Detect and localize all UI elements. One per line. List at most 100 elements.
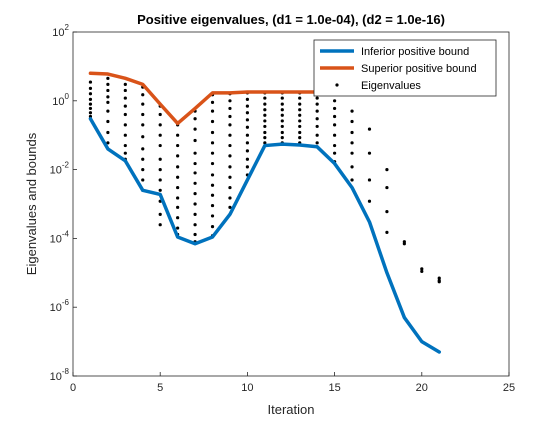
eigenvalue-point [106, 76, 110, 80]
eigenvalue-point [210, 100, 215, 104]
inferior-positive-bound-line [88, 117, 441, 354]
x-tick-label: 5 [157, 382, 163, 394]
eigenvalue-point [141, 93, 145, 97]
eigenvalue-point [210, 214, 215, 218]
eigenvalue-point [176, 154, 180, 158]
plot-frame [72, 31, 510, 377]
eigenvalue-point [176, 196, 180, 200]
eigenvalue-point [315, 133, 319, 137]
eigenvalue-point [263, 124, 267, 129]
eigenvalue-point [437, 276, 441, 280]
eigenvalue-point [315, 109, 319, 113]
eigenvalue-point [228, 185, 232, 190]
eigenvalue-point [350, 165, 354, 169]
x-axis-label: Iteration [268, 402, 315, 417]
y-tick-exponent: -8 [62, 367, 70, 376]
eigenvalue-point [350, 141, 354, 145]
eigenvalue-point [193, 117, 197, 121]
eigenvalue-point [315, 96, 319, 100]
eigenvalue-point [176, 143, 180, 148]
eigenvalue-point [298, 96, 302, 100]
eigenvalue-point [263, 96, 267, 100]
eigenvalue-point [263, 130, 267, 135]
eigenvalue-point [245, 111, 249, 115]
eigenvalue-point [123, 123, 127, 127]
eigenvalue-point [88, 86, 93, 90]
eigenvalue-point [193, 212, 197, 216]
eigenvalue-point [315, 117, 319, 121]
eigenvalue-point [245, 125, 249, 129]
eigenvalue-point [141, 178, 145, 182]
eigenvalue-point [141, 112, 145, 117]
y-tick-base: 10 [50, 165, 62, 177]
eigenvalue-point [141, 157, 145, 161]
eigenvalue-point [106, 130, 110, 135]
eigenvalue-point [420, 269, 424, 273]
eigenvalue-point [210, 151, 215, 155]
eigenvalue-point [106, 109, 110, 113]
y-tick-base: 10 [50, 302, 62, 314]
eigenvalue-point [245, 141, 249, 145]
eigenvalue-point [245, 104, 249, 108]
legend: Inferior positive bound Superior positive… [313, 39, 497, 97]
superior-positive-bound-line [88, 71, 319, 126]
eigenvalue-point [402, 242, 406, 246]
eigenvalue-point [228, 143, 232, 148]
eigenvalue-point [158, 157, 162, 161]
eigenvalue-point [280, 119, 284, 123]
y-tick-base: 10 [52, 27, 64, 39]
eigenvalue-point [123, 88, 127, 93]
eigenvalue-point [210, 225, 215, 229]
eigenvalue-point [315, 124, 319, 129]
eigenvalue-point [193, 223, 197, 227]
y-tick-exponent: -4 [62, 229, 70, 238]
eigenvalue-point [298, 136, 302, 140]
eigenvalue-point [210, 141, 215, 145]
eigenvalue-point [193, 171, 197, 175]
eigenvalue-point [280, 108, 284, 112]
eigenvalue-point [210, 173, 215, 177]
eigenvalue-point [385, 168, 389, 172]
eigenvalue-point [350, 178, 354, 182]
eigenvalue-point [280, 113, 284, 117]
eigenvalue-point [123, 96, 127, 100]
eigenvalue-point [158, 223, 162, 227]
eigenvalue-point [350, 151, 354, 155]
eigenvalue-point [88, 80, 93, 84]
eigenvalue-point [158, 143, 162, 148]
eigenvalue-point [245, 165, 249, 169]
eigenvalue-point [123, 151, 127, 155]
eigenvalue-point [333, 151, 337, 155]
y-tick-base: 10 [50, 233, 62, 245]
eigenvalue-point [123, 82, 127, 86]
eigenvalue-point [158, 212, 162, 216]
eigenvalue-point [333, 99, 337, 103]
y-tick-label: 10-6 [50, 298, 70, 314]
eigenvalue-point [245, 97, 249, 101]
eigenvalue-point [367, 151, 372, 155]
eigenvalue-point [280, 136, 284, 140]
eigenvalue-point [88, 97, 93, 101]
y-tick-label: 102 [52, 23, 69, 39]
eigenvalue-point [141, 147, 145, 151]
eigenvalue-point [123, 143, 127, 148]
eigenvalue-point [367, 127, 372, 131]
y-tick-label: 10-8 [50, 367, 70, 383]
eigenvalue-point [228, 175, 232, 179]
eigenvalue-point [106, 119, 110, 124]
eigenvalue-point [88, 102, 93, 106]
eigenvalue-point [158, 112, 162, 117]
eigenvalue-point [420, 267, 424, 271]
x-tick-label: 15 [328, 382, 340, 394]
eigenvalue-point [228, 133, 232, 137]
y-tick-exponent: 2 [65, 23, 70, 32]
eigenvalue-point [350, 130, 354, 135]
eigenvalue-point [263, 136, 267, 140]
eigenvalue-point [158, 133, 162, 137]
eigenvalue-point [350, 119, 354, 124]
eigenvalue-point [298, 113, 302, 117]
eigenvalue-point [88, 111, 93, 115]
